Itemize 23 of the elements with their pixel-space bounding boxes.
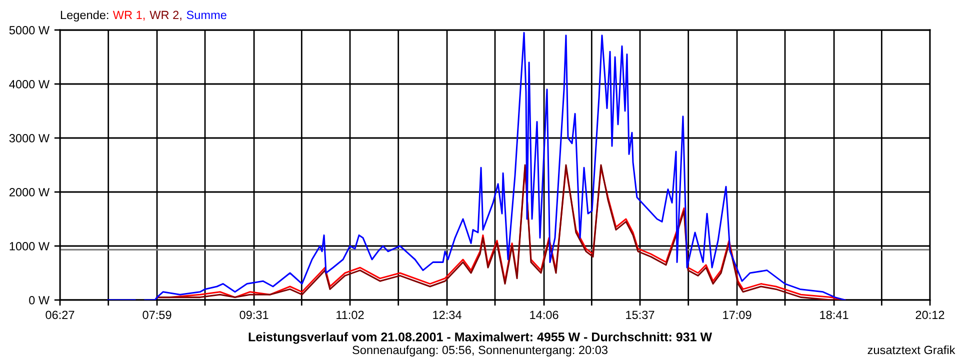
legend-title: Legende: <box>60 10 108 22</box>
y-tick-label: 2000 W <box>9 188 50 196</box>
y-tick-label: 5000 W <box>9 26 50 34</box>
x-tick-label: 15:37 <box>626 310 654 320</box>
y-tick-label: 3000 W <box>9 134 50 142</box>
y-tick-label: 4000 W <box>9 80 50 88</box>
text: WR 2, <box>150 10 182 21</box>
text: zusatztext Grafik <box>868 345 956 354</box>
text: Leistungsverlauf vom 21.08.2001 - Maximalwert: 4955 W - Durchschnitt: 931 W <box>248 332 712 344</box>
x-tick-label: 12:34 <box>433 310 462 320</box>
text: WR 1, <box>112 10 145 21</box>
x-tick-label: 09:31 <box>240 310 268 320</box>
text: Sonnenaufgang: 05:56, Sonnenuntergang: 20:03 <box>352 346 608 356</box>
x-tick-label: 17:09 <box>723 310 752 320</box>
x-tick-label: 18:41 <box>820 310 848 320</box>
x-tick-label: 11:02 <box>336 310 364 320</box>
x-tick-label: 06:27 <box>46 310 74 320</box>
y-tick-label: 1000 W <box>10 242 50 250</box>
text: Summe <box>186 10 226 20</box>
y-tick-label: 0 W <box>29 296 50 304</box>
x-tick-label: 20:12 <box>916 310 944 320</box>
x-tick-label: 14:06 <box>530 310 558 320</box>
x-tick-label: 07:59 <box>142 310 172 320</box>
